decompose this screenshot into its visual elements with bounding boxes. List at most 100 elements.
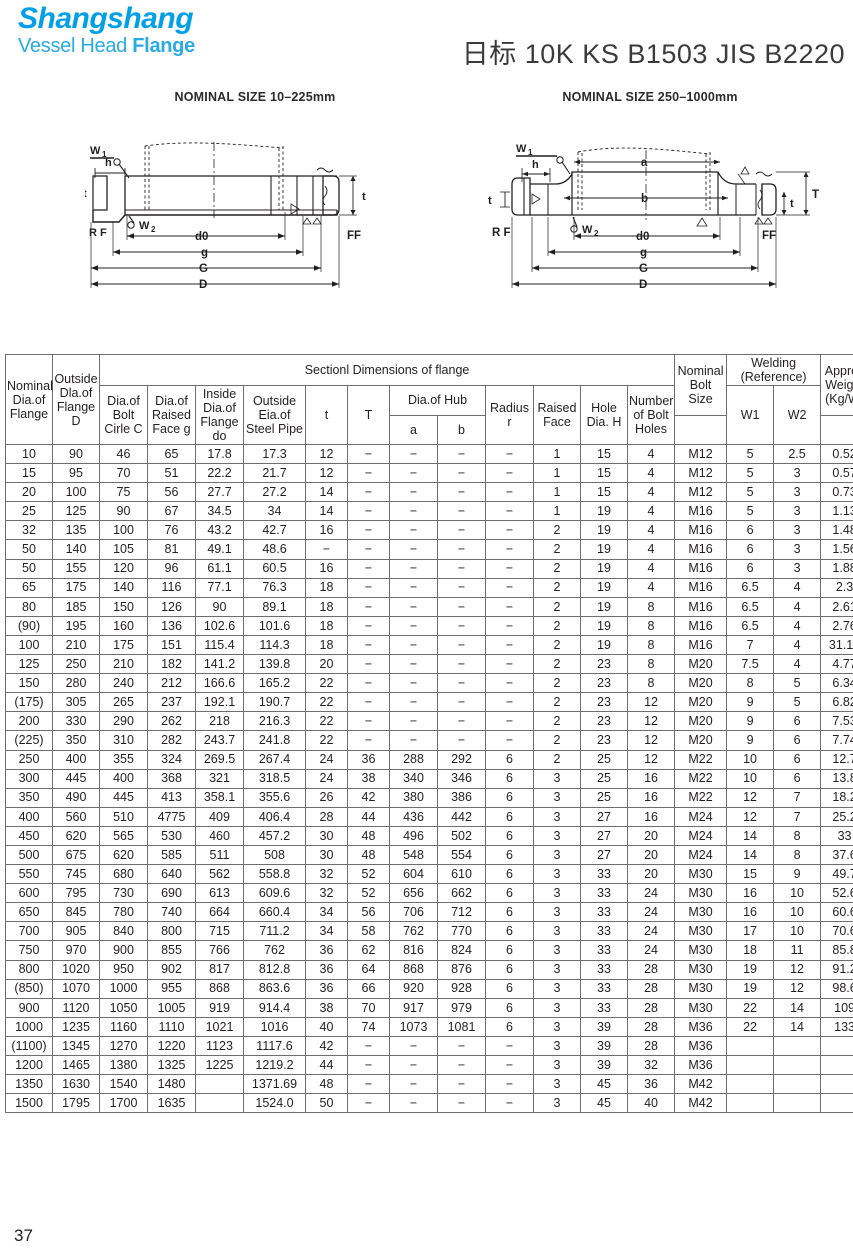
cell-nominal: 900 [5,997,53,1018]
cell-raised_face_g: 1325 [147,1054,196,1076]
cell-bolt_size: M16 [674,539,728,560]
cell-hub_a: 548 [389,844,438,866]
cell-bolt_circle_c: 265 [99,692,148,713]
cell-weight: 31.14 [820,634,853,656]
flange-diagram-large: NOMINAL SIZE 250–1000mm [470,90,830,302]
cell-num_bolt_holes: 4 [626,520,676,541]
cell-outside_d: 95 [52,463,100,484]
cell-weight: 70.6 [820,921,853,942]
cell-w2: 7 [773,787,822,808]
cell-num_bolt_holes: 4 [626,463,676,484]
cell-T: 48 [347,844,390,866]
cell-w1: 8 [726,673,775,694]
cell-steel_pipe: 1371.69 [243,1074,306,1095]
cell-hole_dia_h: 25 [580,749,628,770]
th-num-bolt-holes: Number of Bolt Holes [626,385,676,445]
th-raised-face-dia: Dia.of Raised Face g [147,385,196,445]
cell-hub_b: 662 [437,883,486,904]
cell-inside_do: 358.1 [195,787,244,808]
cell-bolt_circle_c: 1380 [99,1054,148,1076]
cell-steel_pipe: 762 [243,940,306,961]
cell-hole_dia_h: 19 [580,520,628,541]
cell-raised_face_g: 640 [147,864,196,885]
cell-t: 32 [305,883,348,904]
cell-weight: 91.2 [820,959,853,980]
cell-num_bolt_holes: 4 [626,482,676,503]
cell-bolt_size: M12 [674,482,728,503]
cell-t: 14 [305,482,348,503]
cell-radius_r: − [485,615,534,636]
cell-num_bolt_holes: 12 [626,692,676,713]
cell-T: 48 [347,825,390,846]
cell-bolt_circle_c: 90 [99,501,148,522]
cell-steel_pipe: 267.4 [243,749,306,770]
cell-hub_b: 502 [437,825,486,846]
cell-weight: 98.6 [820,978,853,999]
cell-w2 [773,1054,822,1076]
cell-w1: 18 [726,940,775,961]
cell-t: 22 [305,692,348,713]
cell-inside_do: 511 [195,844,244,866]
cell-w2: 6 [773,749,822,770]
cell-t: 12 [305,463,348,484]
cell-inside_do: 90 [195,596,244,617]
cell-w2: 2.5 [773,443,822,465]
cell-hole_dia_h: 15 [580,482,628,503]
cell-inside_do: 1225 [195,1054,244,1076]
cell-w2: 5 [773,692,822,713]
cell-w1 [726,1093,775,1114]
cell-bolt_circle_c: 1000 [99,978,148,999]
cell-bolt_size: M30 [674,902,728,923]
cell-nominal: 250 [5,749,53,770]
cell-inside_do: 22.2 [195,463,244,484]
cell-hole_dia_h: 33 [580,864,628,885]
svg-text:a: a [641,157,648,169]
cell-hub_a: 380 [389,787,438,808]
diagram-caption-small: NOMINAL SIZE 10–225mm [174,90,336,104]
cell-T: − [347,615,390,636]
cell-outside_d: 1345 [52,1035,100,1057]
cell-inside_do: 218 [195,711,244,732]
cell-hub_a: − [389,730,438,751]
table-row: 750 970 900 855 766 762 36 62 816 824 6 3 33 24 M30 18 1… [5,940,853,961]
cell-w1: 9 [726,711,775,732]
cell-hub_b: − [437,1035,486,1057]
cell-outside_d: 1795 [52,1093,100,1114]
cell-nominal: 300 [5,768,53,789]
cell-weight [820,1074,853,1095]
cell-raised_face: 3 [533,787,581,808]
cell-inside_do: 166.6 [195,673,244,694]
company-logo: Shangshang Vessel Head Flange [18,4,195,57]
cell-raised_face: 3 [533,1035,581,1057]
cell-nominal: 80 [5,596,53,617]
cell-w1: 7.5 [726,654,775,675]
cell-hole_dia_h: 33 [580,883,628,904]
cell-weight: 7.53 [820,711,853,732]
header-row-subgroups: Dia.of Bolt Cirle C Dia.of Raised Face g… [6,385,853,445]
cell-t: 16 [305,520,348,541]
cell-hole_dia_h: 27 [580,806,628,827]
cell-w2 [773,1074,822,1095]
cell-T: 70 [347,997,390,1018]
cell-w2: 3 [773,501,822,522]
cell-raised_face: 2 [533,692,581,713]
cell-T: − [347,539,390,560]
cell-raised_face: 1 [533,443,581,465]
cell-bolt_circle_c: 105 [99,539,148,560]
th-hub-b: b [437,414,486,445]
table-row: 1000 1235 1160 1110 1021 1016 40 74 1073 1081 6 3 39… [5,1016,853,1037]
cell-hub_a: − [389,615,438,636]
cell-w1: 12 [726,806,775,827]
cell-inside_do: 141.2 [195,654,244,675]
cell-w1: 16 [726,902,775,923]
cell-T: 36 [347,749,390,770]
cell-raised_face_g: 740 [147,902,196,923]
cell-hub_a: − [389,1035,438,1057]
cell-bolt_circle_c: 1540 [99,1074,148,1095]
cell-t: 32 [305,864,348,885]
cell-nominal: 550 [5,864,53,885]
cell-bolt_circle_c: 290 [99,711,148,732]
cell-hub_b: 292 [437,749,486,770]
cell-outside_d: 675 [52,844,100,866]
cell-T: − [347,1093,390,1114]
